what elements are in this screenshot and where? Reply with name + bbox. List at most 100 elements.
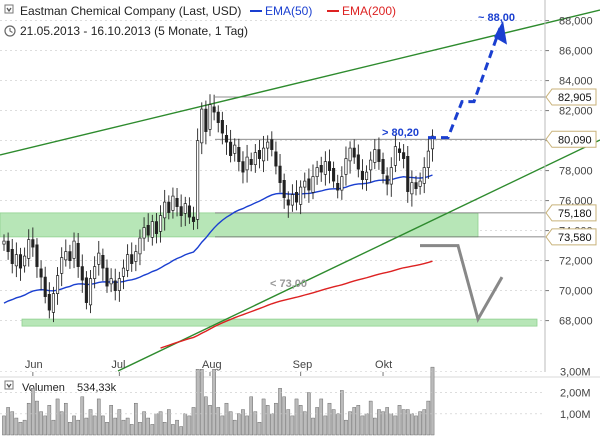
low-zone xyxy=(21,318,538,327)
candle-body xyxy=(121,267,126,277)
volume-tick-label: 3,00M xyxy=(560,366,591,378)
volume-bar xyxy=(150,424,155,436)
candle-body xyxy=(14,254,18,267)
volume-bar xyxy=(422,409,427,436)
volume-bar xyxy=(315,407,319,436)
volume-bar xyxy=(129,424,134,436)
level-tag xyxy=(545,204,597,222)
volume-bar xyxy=(158,411,163,436)
support-zone-layer xyxy=(0,212,538,327)
candle-body xyxy=(406,156,410,192)
volume-bar xyxy=(88,409,93,436)
y-tick-label: 68,000 xyxy=(559,316,593,328)
volume-bar xyxy=(84,417,89,436)
volume-bar xyxy=(80,396,85,436)
volume-bar xyxy=(166,409,171,436)
volume-bar xyxy=(397,405,402,436)
volume-bar xyxy=(72,415,76,436)
date-range: 21.05.2013 - 16.10.2013 (5 Monate, 1 Tag… xyxy=(20,24,248,38)
candle-body xyxy=(311,176,315,193)
volume-bar xyxy=(265,405,270,436)
volume-bar xyxy=(278,388,282,436)
volume-bar xyxy=(195,369,200,436)
candle-body xyxy=(410,182,414,195)
volume-bar xyxy=(14,417,19,436)
volume-bar xyxy=(113,417,118,436)
candle-body xyxy=(64,251,68,261)
candle-body xyxy=(323,161,327,175)
level-tag xyxy=(545,88,597,106)
volume-tick-label: 1,00M xyxy=(560,409,591,421)
volume-bar xyxy=(257,422,262,436)
candle-body xyxy=(80,266,84,281)
level-tag xyxy=(545,228,597,246)
volume-bar xyxy=(96,398,101,436)
volume-bar xyxy=(101,415,105,436)
candle-body xyxy=(332,168,336,182)
candle-body xyxy=(303,180,307,188)
volume-bar xyxy=(220,415,225,436)
candle-body xyxy=(187,205,191,218)
volume-bar xyxy=(290,415,295,436)
candle-body xyxy=(389,167,393,185)
volume-bar xyxy=(426,400,431,436)
level-tag xyxy=(545,130,597,148)
volume-bar xyxy=(212,369,216,436)
volume-bar xyxy=(216,407,221,436)
volume-bar xyxy=(364,413,369,436)
volume-bar xyxy=(35,400,39,436)
lower-trend-line xyxy=(117,139,600,372)
volume-bar xyxy=(274,402,278,436)
volume-bar xyxy=(228,411,233,436)
candle-body xyxy=(126,254,130,271)
volume-bar xyxy=(282,396,286,436)
ema200-legend-label: EMA(200) xyxy=(342,4,396,18)
arrow-head xyxy=(494,20,507,45)
y-tick-label: 72,000 xyxy=(559,256,593,268)
candle-body xyxy=(356,154,360,170)
volume-bar xyxy=(117,409,122,436)
candle-body xyxy=(27,239,31,259)
volume-bar xyxy=(2,415,6,436)
candle-body xyxy=(60,257,64,274)
volume-bar xyxy=(68,422,72,436)
header: Eastman Chemical Company (Last, USD) EMA… xyxy=(4,4,396,38)
candle-body xyxy=(43,276,47,297)
volume-bar xyxy=(335,413,340,436)
candle-body xyxy=(402,152,406,159)
volume-bar xyxy=(138,422,142,436)
candle-body xyxy=(204,108,208,132)
candle-body xyxy=(35,244,39,267)
volume-bar xyxy=(237,413,241,436)
month-label: Sep xyxy=(293,359,313,371)
volume-bar xyxy=(319,398,324,436)
candle-body xyxy=(56,275,60,294)
level-lines xyxy=(215,96,546,238)
y-tick-label: 82,000 xyxy=(559,106,593,118)
candle-body xyxy=(212,106,216,113)
expand-icon[interactable] xyxy=(4,4,14,14)
candle-body xyxy=(344,158,348,175)
volume-bar xyxy=(368,400,373,436)
expand-volume-icon[interactable] xyxy=(4,380,14,390)
volume-bar xyxy=(134,402,138,436)
volume-bar xyxy=(270,413,274,436)
candle-body xyxy=(10,249,14,264)
month-label: Jun xyxy=(25,359,43,371)
volume-bar xyxy=(22,419,27,436)
volume-bar xyxy=(418,411,422,436)
candle-body xyxy=(393,146,397,166)
candle-body xyxy=(175,198,179,207)
candle-body xyxy=(167,201,171,213)
level-tag-label: 80,090 xyxy=(558,134,592,146)
candle-body xyxy=(200,108,204,144)
volume-bar xyxy=(373,417,377,436)
candle-body xyxy=(348,147,352,162)
candle-body xyxy=(385,175,389,185)
candle-body xyxy=(138,237,142,255)
y-tick-label: 78,000 xyxy=(559,166,593,178)
volume-bars xyxy=(2,366,435,436)
level-tag-label: 75,180 xyxy=(558,208,592,220)
